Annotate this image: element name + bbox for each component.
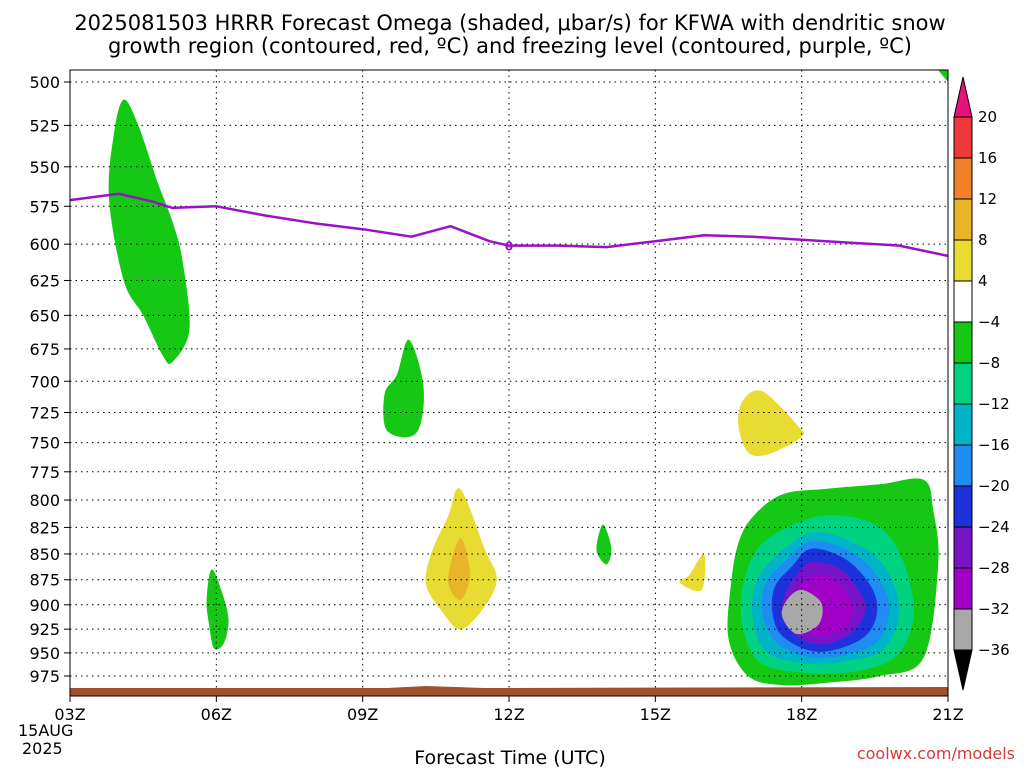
omega-region-small-green <box>596 524 612 565</box>
colorbar-label: −36 <box>978 641 1010 659</box>
omega-region-upper-green <box>108 99 190 365</box>
colorbar-label: −8 <box>978 354 1000 372</box>
colorbar-swatch <box>953 157 973 200</box>
colorbar-swatch <box>953 280 973 323</box>
y-tick-label: 750 <box>29 434 60 453</box>
x-tick-label: 12Z <box>493 705 524 724</box>
omega-region-small-yellow <box>679 553 706 592</box>
colorbar-swatch <box>953 116 973 159</box>
x-date-label-line2: 2025 <box>22 739 63 758</box>
colorbar-swatch <box>953 239 973 282</box>
y-tick-label: 600 <box>29 235 60 254</box>
y-tick-label: 850 <box>29 545 60 564</box>
y-axis: 500 525 550 575 600 625 650 675 700 725 750 775 800 8… <box>29 73 70 686</box>
site-credit: coolwx.com/models <box>857 744 1015 763</box>
x-date-label-line1: 15AUG <box>18 721 73 740</box>
colorbar-swatch <box>953 444 973 487</box>
colorbar-swatch <box>953 526 973 569</box>
colorbar-label: −4 <box>978 313 1000 331</box>
x-tick-label: 15Z <box>640 705 671 724</box>
colorbar-bottom-arrow <box>953 649 973 691</box>
y-tick-label: 525 <box>29 116 60 135</box>
omega-region-upper-yellow <box>738 390 805 457</box>
y-tick-label: 925 <box>29 620 60 639</box>
chart-title-line1: 2025081503 HRRR Forecast Omega (shaded, … <box>74 11 945 35</box>
omega-region-mid-green <box>383 339 424 438</box>
colorbar-label: −28 <box>978 559 1010 577</box>
colorbar-swatch <box>953 321 973 364</box>
freezing-level-label: 0 <box>505 240 513 254</box>
colorbar-label: −32 <box>978 600 1010 618</box>
y-tick-label: 700 <box>29 372 60 391</box>
y-tick-label: 775 <box>29 463 60 482</box>
y-tick-label: 625 <box>29 271 60 290</box>
y-tick-label: 900 <box>29 596 60 615</box>
y-tick-label: 650 <box>29 306 60 325</box>
chart-title-line2: growth region (contoured, red, ºC) and f… <box>108 34 912 58</box>
x-tick-label: 03Z <box>54 705 85 724</box>
colorbar-label: −16 <box>978 436 1010 454</box>
x-tick-label: 06Z <box>201 705 232 724</box>
colorbar-swatch <box>953 567 973 610</box>
ground-layer <box>70 686 948 696</box>
colorbar-label: 16 <box>978 149 997 167</box>
y-tick-label: 725 <box>29 403 60 422</box>
colorbar-swatch <box>953 362 973 405</box>
colorbar-swatch <box>953 198 973 241</box>
colorbar-swatch <box>953 485 973 528</box>
x-axis: 03Z 06Z 09Z 12Z 15Z 18Z 21Z <box>54 696 964 724</box>
omega-region-left-green <box>206 569 229 650</box>
omega-region-big-gray <box>781 589 823 635</box>
y-tick-label: 825 <box>29 518 60 537</box>
colorbar: 20 16 12 8 4 −4 −8 −12 −16 −20 −24 −28 −32 −36 <box>953 76 1010 691</box>
colorbar-label: −24 <box>978 518 1010 536</box>
colorbar-label: 8 <box>978 231 988 249</box>
colorbar-label: −12 <box>978 395 1010 413</box>
omega-region-mid-orange <box>448 538 470 600</box>
y-tick-label: 575 <box>29 197 60 216</box>
x-tick-label: 09Z <box>347 705 378 724</box>
y-tick-label: 950 <box>29 644 60 663</box>
x-axis-label: Forecast Time (UTC) <box>414 747 605 768</box>
y-tick-label: 550 <box>29 158 60 177</box>
omega-region-corner <box>938 70 948 82</box>
colorbar-swatch <box>953 403 973 446</box>
colorbar-label: 20 <box>978 108 997 126</box>
y-tick-label: 800 <box>29 491 60 510</box>
omega-shading <box>108 70 948 686</box>
x-tick-label: 18Z <box>786 705 817 724</box>
colorbar-swatch <box>953 608 973 651</box>
freezing-level-layer: 0 <box>70 192 948 258</box>
y-tick-label: 675 <box>29 340 60 359</box>
freezing-level-line <box>70 192 948 258</box>
x-tick-label: 21Z <box>932 705 963 724</box>
y-tick-label: 500 <box>29 73 60 92</box>
ground-surface <box>70 686 948 696</box>
y-tick-label: 875 <box>29 571 60 590</box>
colorbar-label: 4 <box>978 272 988 290</box>
y-tick-label: 975 <box>29 667 60 686</box>
colorbar-label: −20 <box>978 477 1010 495</box>
colorbar-top-arrow <box>953 76 973 118</box>
gridlines <box>69 70 949 696</box>
colorbar-label: 12 <box>978 190 997 208</box>
